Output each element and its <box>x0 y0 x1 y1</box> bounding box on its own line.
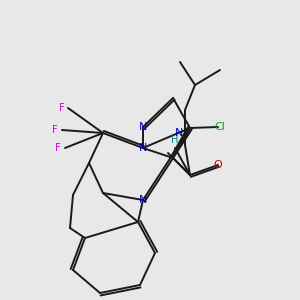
Text: H: H <box>171 135 179 145</box>
Text: F: F <box>52 125 58 135</box>
Text: F: F <box>55 143 61 153</box>
Text: Cl: Cl <box>214 122 225 132</box>
Text: N: N <box>139 122 147 132</box>
Text: N: N <box>139 195 147 205</box>
Text: O: O <box>214 160 222 170</box>
Text: N: N <box>139 143 147 153</box>
Text: N: N <box>175 128 183 138</box>
Text: F: F <box>59 103 65 113</box>
